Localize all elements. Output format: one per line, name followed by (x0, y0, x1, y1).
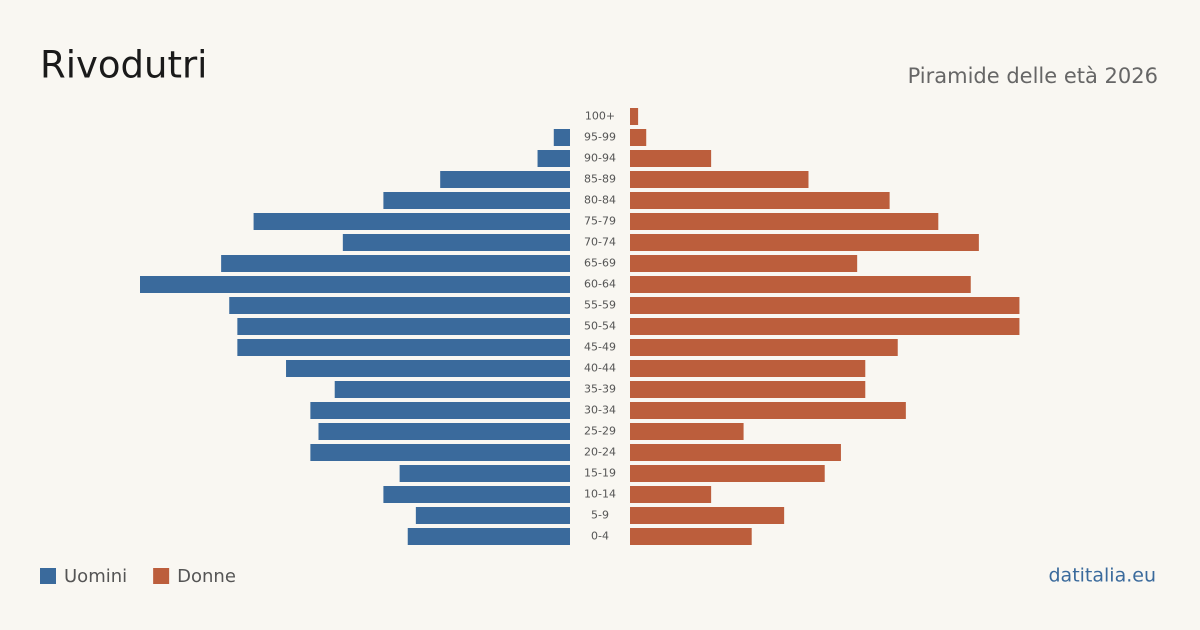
bar (310, 444, 570, 461)
category-label: 95-99 (584, 131, 616, 144)
bar (630, 255, 858, 272)
bar (537, 150, 570, 167)
category-label: 75-79 (584, 215, 616, 228)
category-label: 65-69 (584, 257, 616, 270)
category-label: 45-49 (584, 341, 616, 354)
category-label: 0-4 (591, 530, 609, 543)
category-label: 55-59 (584, 299, 616, 312)
bar (342, 234, 570, 251)
bar (630, 465, 825, 482)
source: datitalia.eu (1049, 565, 1157, 587)
legend-label: Donne (177, 566, 236, 587)
bar (383, 192, 570, 209)
bar (630, 171, 809, 188)
category-label: 90-94 (584, 152, 616, 165)
bar (630, 402, 906, 419)
category-label: 20-24 (584, 446, 616, 459)
bar (140, 276, 570, 293)
bar (630, 423, 744, 440)
category-label: 5-9 (591, 509, 609, 522)
bar (399, 465, 570, 482)
bar (630, 213, 939, 230)
bar (630, 381, 866, 398)
bar (630, 318, 1020, 335)
legend-swatch (40, 568, 56, 584)
bar (553, 129, 570, 146)
bar (630, 297, 1020, 314)
bar (440, 171, 570, 188)
bar (253, 213, 570, 230)
bar (630, 276, 971, 293)
bar (334, 381, 570, 398)
bar (630, 507, 785, 524)
bar (229, 297, 570, 314)
category-label: 15-19 (584, 467, 616, 480)
bar (407, 528, 570, 545)
bar (383, 486, 570, 503)
chart-title: Rivodutri (40, 44, 207, 87)
bar (318, 423, 570, 440)
category-label: 25-29 (584, 425, 616, 438)
category-label: 35-39 (584, 383, 616, 396)
legend-swatch (153, 568, 170, 584)
bar (630, 192, 890, 209)
bar (237, 339, 570, 356)
bar (630, 486, 712, 503)
bar (630, 528, 752, 545)
legend-label: Uomini (64, 566, 127, 587)
chart-subtitle: Piramide delle età 2026 (908, 64, 1158, 88)
bar (237, 318, 570, 335)
bar (415, 507, 570, 524)
category-label: 80-84 (584, 194, 616, 207)
category-label: 100+ (585, 110, 615, 123)
bar (630, 129, 647, 146)
bar (630, 150, 712, 167)
bar (630, 234, 979, 251)
bar (630, 108, 639, 125)
bar (286, 360, 570, 377)
bar (630, 360, 866, 377)
category-label: 30-34 (584, 404, 616, 417)
category-label: 60-64 (584, 278, 616, 291)
bar (221, 255, 570, 272)
bar (630, 339, 898, 356)
category-label: 70-74 (584, 236, 616, 249)
category-label: 85-89 (584, 173, 616, 186)
bar (310, 402, 570, 419)
bar (630, 444, 841, 461)
category-label: 40-44 (584, 362, 616, 375)
category-label: 10-14 (584, 488, 616, 501)
category-label: 50-54 (584, 320, 616, 333)
